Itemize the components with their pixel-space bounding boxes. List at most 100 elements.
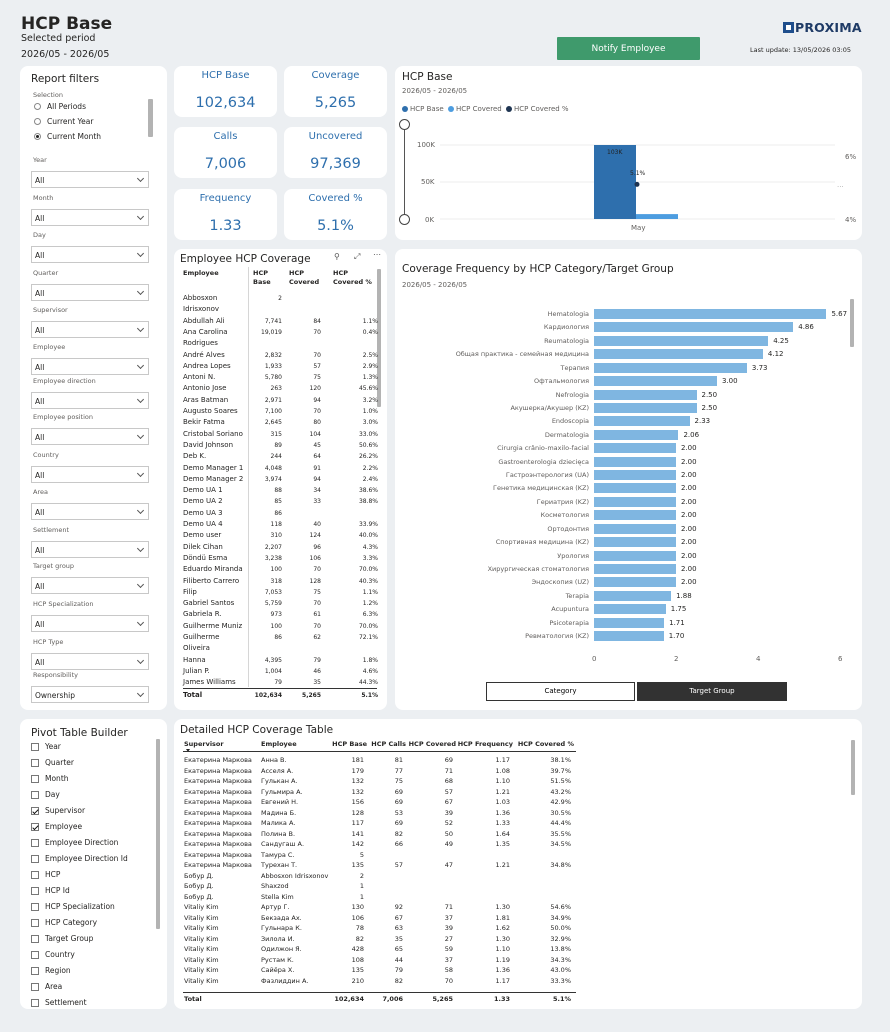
table-row[interactable]: Cristobal Soriano 315 104 33.0% — [183, 430, 378, 439]
pivot-field-item[interactable]: Day — [31, 790, 60, 799]
checkbox-icon[interactable] — [31, 774, 39, 783]
pivot-field-item[interactable]: Area — [31, 982, 62, 991]
expand-icon[interactable]: ⤢ — [354, 252, 361, 261]
table-row[interactable]: Bekir Fatma 2,645 80 3.0% — [183, 418, 378, 427]
filter-dropdown[interactable]: All — [31, 541, 149, 558]
table-row[interactable]: Demo UA 2 85 33 38.8% — [183, 497, 378, 506]
table-row[interactable]: Vitaliy Kim Артур Г. 130 92 71 1.30 54.6% — [183, 902, 576, 912]
table-row[interactable]: Vitaliy Kim Сайёра Х. 135 79 58 1.36 43.0% — [183, 965, 576, 975]
selection-scrollbar[interactable] — [148, 99, 153, 137]
table-row[interactable]: Бобур Д. Shaxzod 1 — [183, 881, 576, 891]
checkbox-icon[interactable] — [31, 758, 39, 767]
pivot-field-item[interactable]: Settlement — [31, 998, 87, 1007]
legend-hcp-base[interactable]: HCP Base — [402, 105, 444, 113]
radio-current-year[interactable]: Current Year — [34, 117, 93, 126]
table-row[interactable]: Gabriela R. 973 61 6.3% — [183, 610, 378, 619]
filter-dropdown[interactable]: All — [31, 466, 149, 483]
filter-dropdown[interactable]: All — [31, 284, 149, 301]
table-row[interactable]: Antoni N. 5,780 75 1.3% — [183, 373, 378, 382]
frequency-bar[interactable] — [594, 563, 676, 574]
frequency-bar[interactable] — [594, 617, 665, 628]
checkbox-icon[interactable] — [31, 902, 39, 911]
legend-hcp-covered-pct[interactable]: HCP Covered % — [506, 105, 569, 113]
checkbox-icon[interactable] — [31, 854, 39, 863]
pivot-field-item[interactable]: Employee Direction Id — [31, 854, 128, 863]
pivot-field-item[interactable]: Target Group — [31, 934, 93, 943]
col-hcp-covered-pct[interactable]: HCP Covered % — [333, 269, 372, 286]
frequency-bar[interactable] — [594, 362, 747, 373]
more-options-icon[interactable]: ⋯ — [373, 250, 381, 259]
table-row[interactable]: Andrea Lopes 1,933 57 2.9% — [183, 362, 378, 371]
table-row[interactable]: James Williams 79 35 44.3% — [183, 678, 378, 687]
filter-dropdown[interactable]: All — [31, 503, 149, 520]
frequency-bar[interactable] — [594, 523, 676, 534]
pivot-field-item[interactable]: Employee — [31, 822, 82, 831]
category-toggle-button[interactable]: Category — [486, 682, 635, 701]
pivot-field-item[interactable]: Region — [31, 966, 71, 975]
table-row[interactable]: Екатерина Маркова Асселя А. 179 77 71 1.08 39.… — [183, 766, 576, 776]
radio-all-periods[interactable]: All Periods — [34, 102, 86, 111]
range-slider-handle-bottom[interactable] — [399, 214, 410, 225]
frequency-bar[interactable] — [594, 376, 717, 387]
pivot-field-item[interactable]: HCP Specialization — [31, 902, 115, 911]
radio-current-month[interactable]: Current Month — [34, 132, 101, 141]
pivot-field-item[interactable]: HCP Id — [31, 886, 70, 895]
table-row[interactable]: Екатерина Маркова Турехан Т. 135 57 47 1.21 34… — [183, 860, 576, 870]
checkbox-icon[interactable] — [31, 742, 39, 751]
table-row[interactable]: Vitaliy Kim Бекзада Ах. 106 67 37 1.81 34.9% — [183, 913, 576, 923]
detailed-table-scrollbar[interactable] — [851, 740, 855, 795]
filter-dropdown[interactable]: All — [31, 653, 149, 670]
col-hcp-base[interactable]: HCP Base — [332, 740, 367, 748]
frequency-bar[interactable] — [594, 402, 697, 413]
pivot-field-item[interactable]: Employee Direction — [31, 838, 118, 847]
table-row[interactable]: Екатерина Маркова Сандугаш А. 142 66 49 1.35 3… — [183, 839, 576, 849]
table-row[interactable]: Eduardo Miranda 100 70 70.0% — [183, 565, 378, 574]
range-slider-handle-top[interactable] — [399, 119, 410, 130]
table-row[interactable]: Rodrigues — [183, 339, 378, 348]
frequency-bar[interactable] — [594, 389, 697, 400]
col-hcp-base[interactable]: HCP Base — [253, 269, 271, 286]
table-row[interactable]: André Alves 2,832 70 2.5% — [183, 351, 378, 360]
filter-icon[interactable]: ⚲ — [334, 252, 340, 261]
frequency-bar[interactable] — [594, 416, 690, 427]
table-row[interactable]: Ana Carolina 19,019 70 0.4% — [183, 328, 378, 337]
table-row[interactable]: Demo UA 1 88 34 38.6% — [183, 486, 378, 495]
table-row[interactable]: Filip 7,053 75 1.1% — [183, 588, 378, 597]
employee-table-scrollbar[interactable] — [377, 269, 381, 407]
filter-dropdown[interactable]: All — [31, 171, 149, 188]
table-row[interactable]: Augusto Soares 7,100 70 1.0% — [183, 407, 378, 416]
table-row[interactable]: David Johnson 89 45 50.6% — [183, 441, 378, 450]
table-row[interactable]: Filiberto Carrero 318 128 40.3% — [183, 577, 378, 586]
col-hcp-covered[interactable]: HCP Covered — [408, 740, 456, 748]
legend-hcp-covered[interactable]: HCP Covered — [448, 105, 502, 113]
frequency-bar[interactable] — [594, 456, 676, 467]
checkbox-checked-icon[interactable] — [31, 822, 39, 831]
table-row[interactable]: Бобур Д. Abbosxon Idrisxonov 2 — [183, 871, 576, 881]
col-hcp-covered-pct[interactable]: HCP Covered % — [517, 740, 574, 748]
table-row[interactable]: Vitaliy Kim Зилола И. 82 35 27 1.30 32.9% — [183, 934, 576, 944]
filter-dropdown[interactable]: All — [31, 246, 149, 263]
table-row[interactable]: Vitaliy Kim Рустам К. 108 44 37 1.19 34.3% — [183, 955, 576, 965]
table-row[interactable]: Deb K. 244 64 26.2% — [183, 452, 378, 461]
frequency-bar[interactable] — [594, 604, 666, 615]
table-row[interactable]: Vitaliy Kim Гульнара К. 78 63 39 1.62 50.0% — [183, 923, 576, 933]
checkbox-icon[interactable] — [31, 966, 39, 975]
table-row[interactable]: Бобур Д. Stella Kim 1 — [183, 892, 576, 902]
table-row[interactable]: Екатерина Маркова Анна В. 181 81 69 1.17 38.1% — [183, 755, 576, 765]
filter-dropdown[interactable]: All — [31, 209, 149, 226]
pivot-field-item[interactable]: Year — [31, 742, 61, 751]
checkbox-icon[interactable] — [31, 838, 39, 847]
frequency-bar[interactable] — [594, 577, 676, 588]
frequency-bar[interactable] — [594, 335, 769, 346]
table-row[interactable]: Gabriel Santos 5,759 70 1.2% — [183, 599, 378, 608]
filter-dropdown[interactable]: All — [31, 577, 149, 594]
pivot-field-item[interactable]: Supervisor — [31, 806, 85, 815]
table-row[interactable]: Vitaliy Kim Одилжон Я. 428 65 59 1.10 13.8% — [183, 944, 576, 954]
table-row[interactable]: Demo Manager 1 4,048 91 2.2% — [183, 464, 378, 473]
frequency-bar[interactable] — [594, 496, 676, 507]
table-row[interactable]: Demo Manager 2 3,974 94 2.4% — [183, 475, 378, 484]
checkbox-icon[interactable] — [31, 790, 39, 799]
target-group-toggle-button[interactable]: Target Group — [637, 682, 787, 701]
table-row[interactable]: Екатерина Маркова Евгений Н. 156 69 67 1.03 42… — [183, 797, 576, 807]
sort-desc-icon[interactable] — [186, 749, 190, 752]
